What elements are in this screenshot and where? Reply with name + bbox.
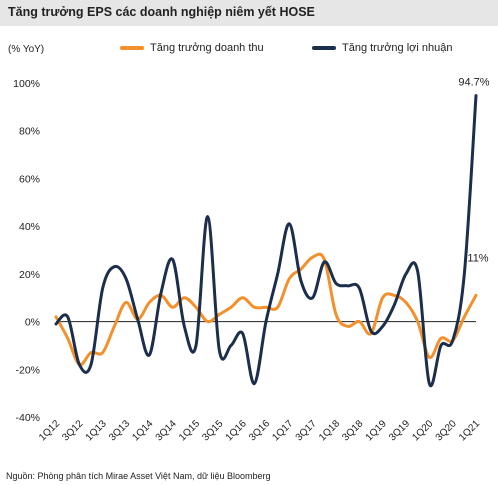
legend-label-profit: Tăng trưởng lợi nhuận — [342, 42, 453, 54]
x-tick-label: 3Q18 — [340, 418, 365, 443]
y-axis: -40% -20% 0% 20% 40% 60% 80% 100% — [13, 78, 40, 424]
y-tick-label: 100% — [13, 78, 40, 90]
legend-label-revenue: Tăng trưởng doanh thu — [150, 42, 264, 54]
x-tick-label: 1Q13 — [84, 418, 109, 443]
data-label-revenue: 11% — [467, 252, 488, 264]
y-tick-label: 20% — [19, 269, 40, 281]
x-axis: 1Q123Q121Q133Q131Q143Q141Q153Q151Q163Q16… — [37, 321, 482, 443]
series-lines — [54, 94, 478, 388]
y-tick-label: 60% — [19, 173, 40, 185]
legend-swatch-revenue — [120, 46, 144, 50]
y-tick-label: 40% — [19, 221, 40, 233]
x-tick-label: 3Q15 — [200, 418, 225, 443]
y-unit-label: (% YoY) — [8, 44, 45, 55]
x-tick-label: 1Q21 — [457, 418, 482, 443]
x-tick-label: 1Q12 — [37, 418, 62, 443]
source-note: Nguồn: Phòng phân tích Mirae Asset Việt … — [6, 471, 271, 481]
x-tick-label: 3Q20 — [434, 418, 459, 443]
x-tick-label: 3Q19 — [387, 418, 412, 443]
x-tick-label: 3Q16 — [247, 418, 272, 443]
x-tick-label: 1Q18 — [317, 418, 342, 443]
y-tick-label: 0% — [25, 317, 40, 329]
x-tick-label: 1Q20 — [410, 418, 435, 443]
legend-item-profit: Tăng trưởng lợi nhuận — [312, 42, 452, 54]
legend-item-revenue: Tăng trưởng doanh thu — [120, 42, 264, 54]
legend-swatch-profit — [312, 46, 336, 50]
x-tick-label: 3Q12 — [60, 418, 85, 443]
series-line-profit — [54, 94, 478, 388]
x-tick-label: 3Q13 — [107, 418, 132, 443]
x-tick-label: 1Q17 — [270, 418, 295, 443]
x-tick-label: 1Q14 — [130, 418, 155, 443]
y-tick-label: -20% — [15, 364, 40, 376]
x-tick-label: 1Q16 — [224, 418, 249, 443]
title-bar: Tăng trưởng EPS các doanh nghiệp niêm yế… — [0, 0, 498, 26]
chart-title: Tăng trưởng EPS các doanh nghiệp niêm yế… — [8, 5, 315, 19]
x-tick-label: 3Q17 — [294, 418, 319, 443]
y-tick-label: -40% — [15, 412, 40, 424]
data-label-profit: 94.7% — [458, 77, 489, 89]
y-tick-label: 80% — [19, 126, 40, 138]
series-line-revenue — [54, 252, 478, 367]
x-tick-label: 1Q15 — [177, 418, 202, 443]
data-labels: 94.7% 11% — [458, 77, 489, 265]
x-tick-label: 3Q14 — [154, 418, 179, 443]
x-tick-label: 1Q19 — [364, 418, 389, 443]
